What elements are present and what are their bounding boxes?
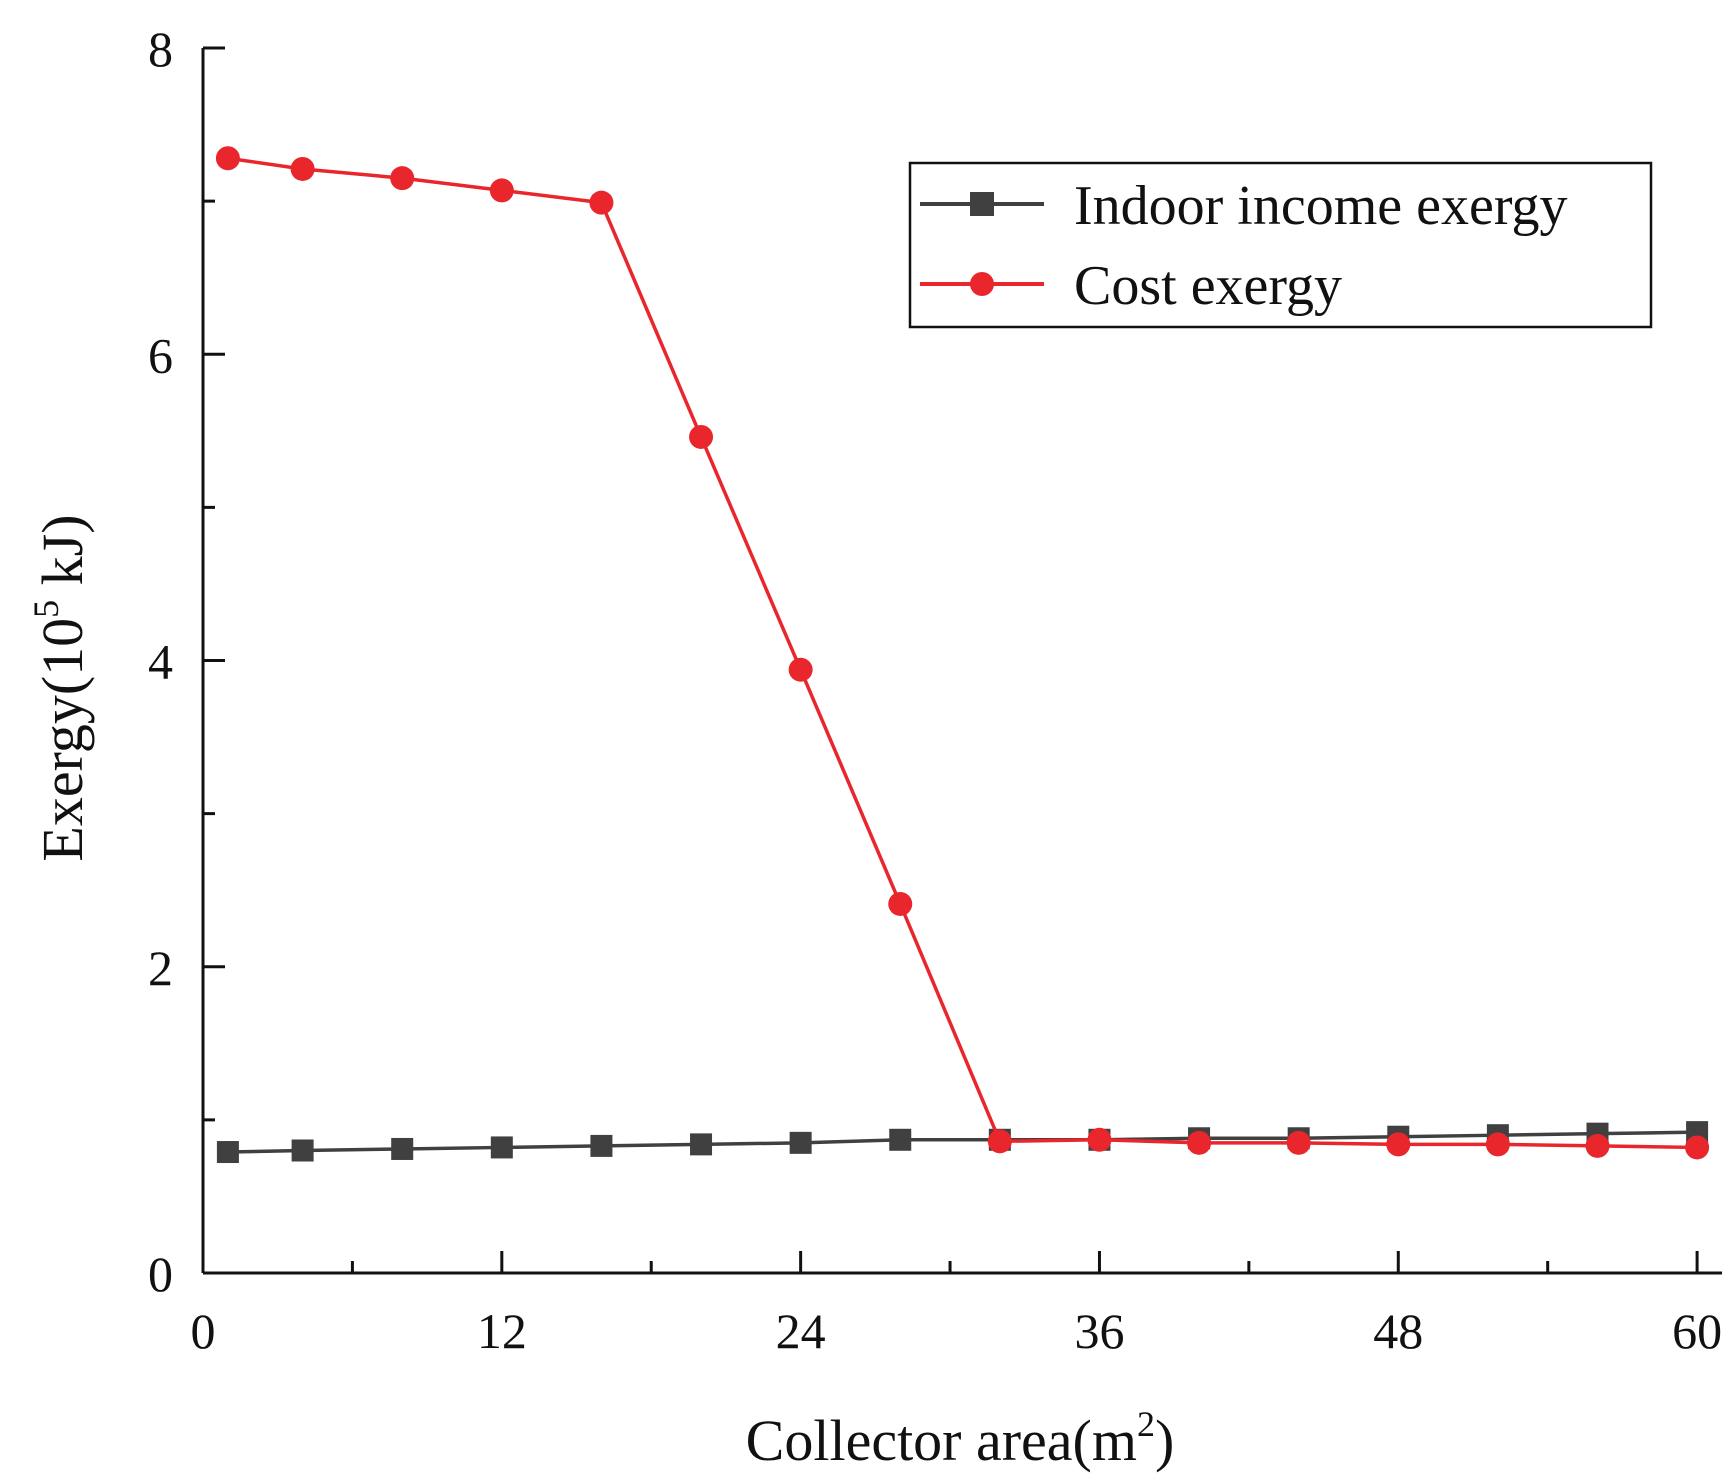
data-point-cost-exergy (1685, 1135, 1710, 1160)
x-tick-label: 24 (776, 1303, 826, 1359)
x-tick-label: 36 (1074, 1303, 1124, 1359)
data-point-cost-exergy (888, 891, 913, 916)
series-cost-exergy (215, 146, 1710, 1160)
y-tick-label: 0 (148, 1246, 173, 1302)
x-axis-title: Collector area(m2) (746, 1404, 1175, 1473)
series-indoor-income-exergy (216, 1121, 1709, 1164)
legend-label-indoor-income-exergy: Indoor income exergy (1074, 175, 1567, 237)
data-point-cost-exergy (215, 146, 240, 171)
chart-series (215, 146, 1710, 1164)
data-point-cost-exergy (1485, 1132, 1510, 1157)
data-point-cost-exergy (489, 178, 514, 203)
data-point-indoor-income-exergy (391, 1137, 414, 1160)
data-point-indoor-income-exergy (490, 1136, 513, 1159)
y-tick-label: 6 (148, 327, 173, 383)
y-tick-label: 8 (148, 21, 173, 77)
legend-marker-indoor-income-exergy (970, 192, 994, 216)
data-point-cost-exergy (290, 156, 315, 181)
data-point-cost-exergy (1087, 1127, 1112, 1152)
data-point-cost-exergy (390, 166, 415, 191)
chart-legend: Indoor income exergy Cost exergy (908, 161, 1653, 329)
data-point-cost-exergy (987, 1129, 1012, 1154)
legend-marker-cost-exergy (970, 272, 994, 296)
data-point-cost-exergy (788, 657, 813, 682)
x-tick-label: 12 (477, 1303, 527, 1359)
data-point-cost-exergy (1187, 1130, 1212, 1155)
data-point-indoor-income-exergy (789, 1131, 812, 1154)
series-line-cost-exergy (227, 156, 1698, 1150)
x-tick-label: 60 (1672, 1303, 1722, 1359)
data-point-cost-exergy (589, 190, 614, 215)
y-axis-ticks: 0 2 4 6 8 (148, 21, 225, 1302)
x-tick-label: 48 (1373, 1303, 1423, 1359)
data-point-cost-exergy (1286, 1130, 1311, 1155)
data-point-indoor-income-exergy (216, 1141, 239, 1164)
data-point-cost-exergy (689, 424, 714, 449)
y-tick-label: 4 (148, 634, 173, 690)
x-axis-ticks: 0 12 24 36 48 60 (191, 1251, 1722, 1359)
x-tick-label: 0 (191, 1303, 216, 1359)
y-axis-title: Exergy(105 kJ) (26, 514, 95, 861)
data-point-indoor-income-exergy (590, 1134, 613, 1157)
legend-box (908, 161, 1653, 329)
legend-label-cost-exergy: Cost exergy (1074, 255, 1342, 317)
data-point-indoor-income-exergy (291, 1139, 314, 1162)
series-line-indoor-income-exergy (227, 1130, 1698, 1154)
data-point-cost-exergy (1585, 1133, 1610, 1158)
data-point-indoor-income-exergy (889, 1128, 912, 1151)
y-tick-label: 2 (148, 940, 173, 996)
data-point-indoor-income-exergy (690, 1133, 713, 1156)
data-point-cost-exergy (1386, 1132, 1411, 1157)
